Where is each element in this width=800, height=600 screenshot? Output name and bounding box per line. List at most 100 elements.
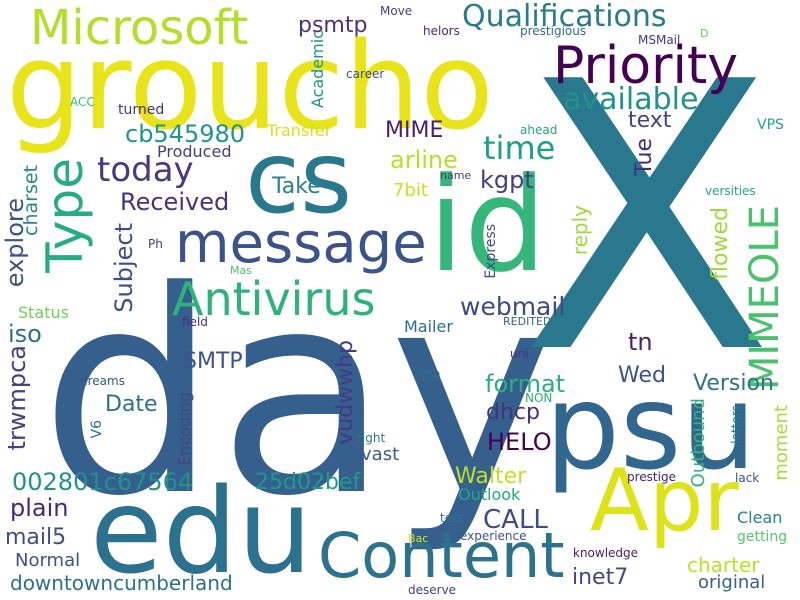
word-name: name (440, 169, 472, 182)
word-versities: versities (705, 184, 756, 198)
word-getting: getting (737, 529, 788, 545)
word-helo: HELO (487, 428, 552, 456)
word-dhcp: dhcp (486, 400, 540, 425)
word-call: CALL (483, 505, 548, 535)
word-knowledge: knowledge (573, 546, 639, 560)
word-version: Version (693, 371, 774, 396)
word-charter: charter (687, 553, 760, 577)
word-x: X (520, 5, 774, 435)
word-express: Express (483, 224, 499, 279)
word-avast: avast (350, 444, 400, 465)
word-prestige: prestige (627, 470, 676, 484)
word-mas: Mas (230, 264, 252, 277)
word-groucho: groucho (6, 18, 494, 157)
word-priority: Priority (553, 36, 739, 96)
word-qualifications: Qualifications (462, 0, 667, 34)
word-cs: cs (245, 119, 353, 236)
word-received: Received (120, 188, 230, 216)
word-field: field (182, 315, 208, 329)
word-today: today (97, 150, 194, 190)
word-psu: psu (545, 358, 757, 496)
word-walter: Walter (455, 464, 527, 489)
word-right: right (357, 431, 386, 445)
word-outbound: Outbound (688, 398, 709, 488)
word-002801c67564: 002801c67564 (12, 468, 194, 496)
word-acc: ACC (70, 95, 95, 109)
word-time: time (483, 129, 556, 167)
word-d: D (700, 27, 709, 40)
word-produced: Produced (157, 142, 232, 161)
word-outlook: Outlook (458, 485, 521, 504)
word-career: career (346, 67, 385, 81)
word-smtp: SMTP (183, 349, 243, 374)
word-status: Status (18, 303, 69, 322)
word-downtowncumberland: downtowncumberland (10, 571, 233, 595)
word-text: text (628, 108, 672, 133)
word-lack: lack (735, 471, 760, 485)
word-antivirus: Antivirus (172, 272, 376, 326)
word-cb545980: cb545980 (125, 120, 246, 148)
word-plain: plain (10, 494, 69, 522)
word-job: job (422, 367, 441, 381)
word-tue: Tue (632, 138, 657, 176)
word-format: format (485, 370, 566, 398)
word-uni: uni (510, 347, 529, 361)
word-inet7: inet7 (572, 565, 629, 590)
word-subject: Subject (110, 223, 138, 313)
word-transfer: Transfer (267, 121, 332, 140)
word-tn: tn (628, 328, 653, 356)
word-7bit: 7bit (393, 180, 428, 201)
word-psmtp: psmtp (298, 13, 368, 38)
word-microsoft: Microsoft (30, 0, 249, 56)
word-content: Content (318, 519, 565, 592)
word-ahead: ahead (520, 123, 558, 137)
word-available: available (563, 82, 699, 117)
word-deserve: deserve (408, 583, 457, 597)
word-original: original (698, 572, 766, 593)
word-mimeole: MIMEOLE (742, 205, 788, 391)
word-wed: Wed (618, 363, 666, 388)
word-academic: Academic (308, 30, 327, 109)
word-trwmpca: trwmpca (3, 345, 31, 451)
word-prestigious: prestigious (520, 24, 587, 38)
word-ph: Ph (148, 237, 163, 251)
word-kgpt: kgpt (480, 166, 534, 194)
word-mail5: mail5 (5, 525, 67, 550)
word-encoding: Encoding (175, 392, 194, 466)
word-flowed: flowed (708, 207, 733, 280)
word-msmail: MSMail (638, 33, 681, 47)
word-normal: Normal (15, 550, 81, 571)
word-non: NON (525, 391, 553, 405)
word-helors: helors (423, 24, 460, 38)
word-day: day (40, 232, 556, 558)
word-bac: Bac (408, 532, 429, 545)
word-turned: turned (118, 102, 165, 118)
word-mailer: Mailer (404, 317, 453, 336)
word-moment: moment (771, 405, 792, 481)
word-25d02bef: 25d02bef (255, 470, 361, 495)
word-message: message (175, 211, 427, 276)
word-take: Take (272, 174, 321, 199)
word-id: id (428, 149, 547, 301)
word-apr: Apr (590, 451, 739, 551)
word-experience: experience (460, 529, 527, 543)
word-mime: MIME (385, 118, 444, 143)
word-dreams: dreams (80, 374, 125, 388)
word-clean: Clean (737, 508, 783, 527)
word-reply: reply (568, 205, 592, 256)
word-edu: edu (90, 462, 313, 600)
word-arline: arline (390, 146, 458, 174)
word-v6: V6 (89, 420, 105, 439)
word-move: Move (380, 4, 413, 18)
word-ters: ters (440, 511, 464, 525)
word-iso: iso (8, 320, 42, 348)
word-vudwwhp: vudwwhp (333, 340, 358, 445)
word-explore: explore (1, 198, 29, 288)
word-webmail: webmail (460, 292, 566, 321)
word-date: Date (105, 392, 158, 417)
word-vps: VPS (757, 117, 784, 133)
word-redited: REDITED (503, 315, 552, 328)
word-letters: letters (729, 405, 743, 444)
word-type: Type (36, 158, 94, 273)
